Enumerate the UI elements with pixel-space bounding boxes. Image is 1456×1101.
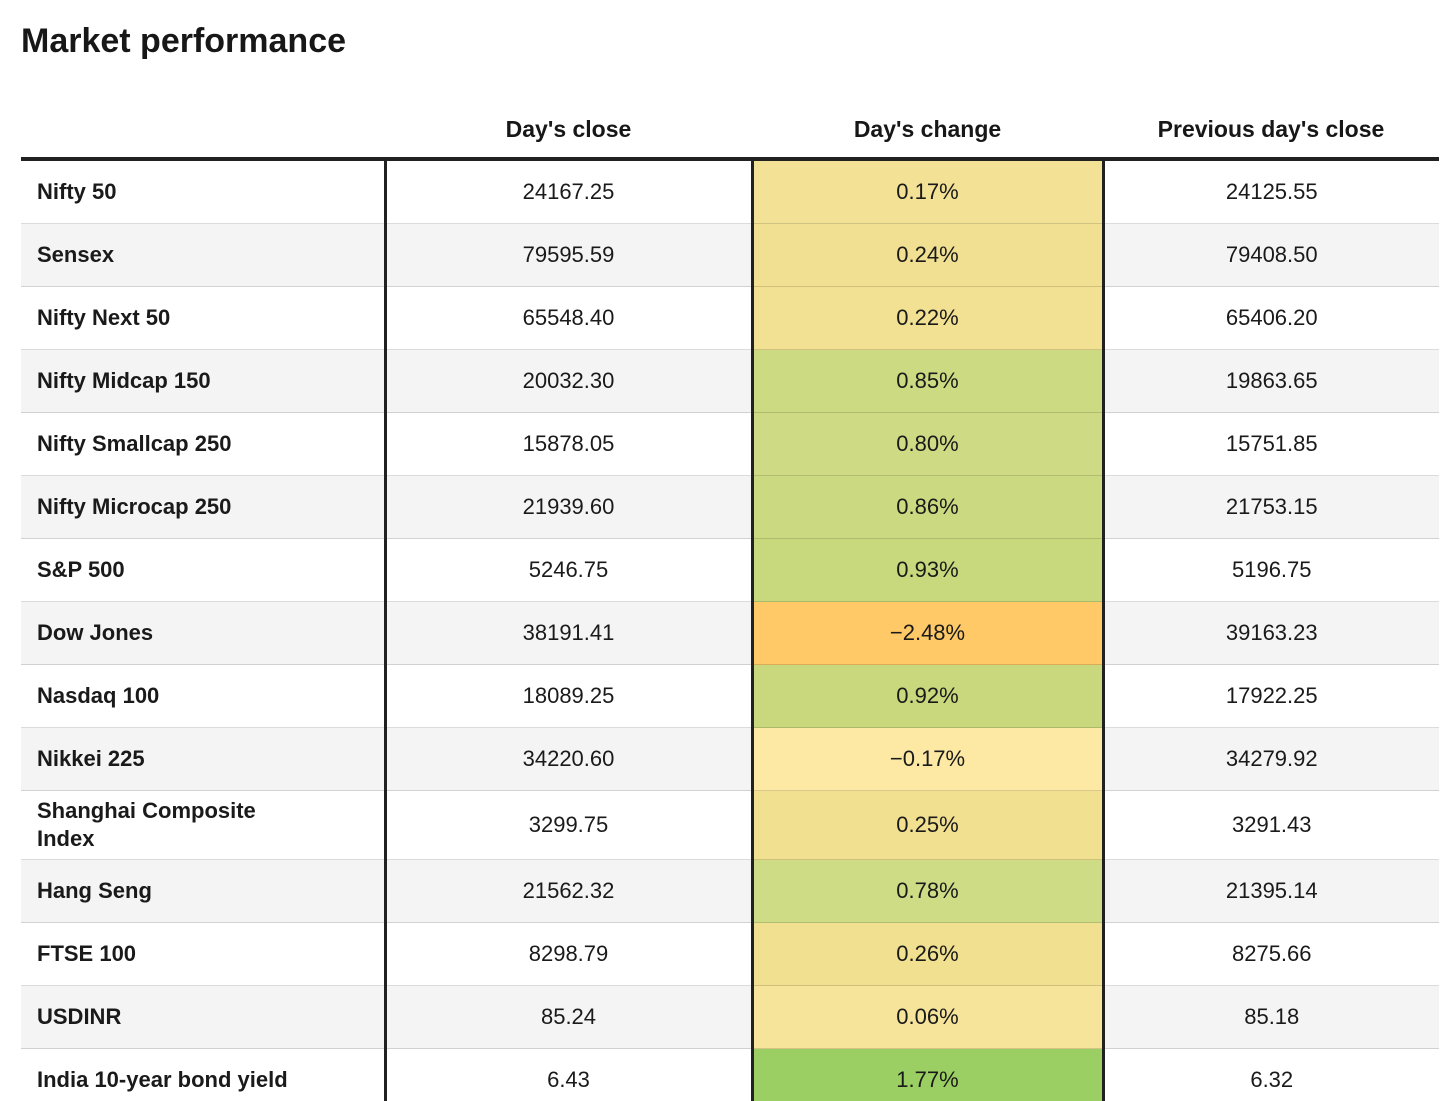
- row-label: Nikkei 225: [21, 727, 387, 791]
- row-label: Dow Jones: [21, 601, 387, 665]
- previous-days-close-cell: 6.32: [1103, 1048, 1439, 1101]
- previous-days-close-cell: 65406.20: [1103, 286, 1439, 350]
- days-change-cell: 0.78%: [750, 859, 1105, 923]
- row-label-text: Nifty Midcap 150: [37, 368, 211, 393]
- row-label: Nifty Midcap 150: [21, 349, 387, 413]
- days-close-cell: 85.24: [385, 985, 752, 1049]
- previous-days-close-cell: 15751.85: [1103, 412, 1439, 476]
- row-label: Nifty Smallcap 250: [21, 412, 387, 476]
- row-label-text: Nifty Microcap 250: [37, 494, 232, 519]
- table-row: Hang Seng 21562.32 0.78% 21395.14: [21, 859, 1439, 923]
- table-row: Nifty Midcap 150 20032.30 0.85% 19863.65: [21, 349, 1439, 413]
- column-header-previous-days-close: Previous day's close: [1103, 116, 1439, 161]
- row-label-text: FTSE 100: [37, 941, 137, 966]
- previous-days-close-cell: 34279.92: [1103, 727, 1439, 791]
- page-title: Market performance: [21, 22, 347, 60]
- row-label: Nifty 50: [21, 159, 387, 224]
- days-change-cell: 0.26%: [750, 922, 1105, 986]
- previous-days-close-cell: 5196.75: [1103, 538, 1439, 602]
- table-row: Nifty Next 50 65548.40 0.22% 65406.20: [21, 286, 1439, 350]
- row-label: Sensex: [21, 223, 387, 287]
- table-row: Nifty Microcap 250 21939.60 0.86% 21753.15: [21, 475, 1439, 539]
- row-label: Hang Seng: [21, 859, 387, 923]
- days-close-cell: 34220.60: [385, 727, 752, 791]
- row-label-text: S&P 500: [37, 557, 125, 582]
- table-row: USDINR 85.24 0.06% 85.18: [21, 985, 1439, 1049]
- table-row: Nifty 50 24167.25 0.17% 24125.55: [21, 159, 1439, 224]
- row-label-text: Nikkei 225: [37, 746, 145, 771]
- previous-days-close-cell: 3291.43: [1103, 790, 1439, 860]
- column-header-days-close: Day's close: [385, 116, 752, 161]
- row-label-text: India 10-year bond yield: [37, 1067, 288, 1092]
- previous-days-close-cell: 21753.15: [1103, 475, 1439, 539]
- previous-days-close-cell: 39163.23: [1103, 601, 1439, 665]
- days-change-cell: 0.85%: [750, 349, 1105, 413]
- row-label-text: Shanghai Composite Index: [37, 798, 256, 851]
- market-performance-table: Day's close Day's change Previous day's …: [21, 116, 1439, 1101]
- row-label-text: Nifty Next 50: [37, 305, 171, 330]
- days-close-cell: 5246.75: [385, 538, 752, 602]
- previous-days-close-cell: 17922.25: [1103, 664, 1439, 728]
- days-close-cell: 15878.05: [385, 412, 752, 476]
- days-change-cell: 0.86%: [750, 475, 1105, 539]
- previous-days-close-cell: 19863.65: [1103, 349, 1439, 413]
- table-row: FTSE 100 8298.79 0.26% 8275.66: [21, 922, 1439, 986]
- days-close-cell: 18089.25: [385, 664, 752, 728]
- days-close-cell: 20032.30: [385, 349, 752, 413]
- row-label-text: Sensex: [37, 242, 115, 267]
- days-change-cell: 0.17%: [750, 159, 1105, 224]
- table-row: Shanghai Composite Index 3299.75 0.25% 3291…: [21, 790, 1439, 860]
- table-row: Nasdaq 100 18089.25 0.92% 17922.25: [21, 664, 1439, 728]
- row-label: S&P 500: [21, 538, 387, 602]
- days-change-cell: 0.06%: [750, 985, 1105, 1049]
- row-label-text: Nasdaq 100: [37, 683, 160, 708]
- header-row: Day's close Day's change Previous day's …: [21, 116, 1439, 161]
- days-change-cell: 0.92%: [750, 664, 1105, 728]
- days-change-cell: 0.93%: [750, 538, 1105, 602]
- days-close-cell: 79595.59: [385, 223, 752, 287]
- days-close-cell: 65548.40: [385, 286, 752, 350]
- row-label-text: Nifty 50: [37, 179, 117, 204]
- days-change-cell: 0.22%: [750, 286, 1105, 350]
- row-label: Shanghai Composite Index: [21, 790, 387, 860]
- table-row: Nifty Smallcap 250 15878.05 0.80% 15751.85: [21, 412, 1439, 476]
- table-row: Nikkei 225 34220.60 −0.17% 34279.92: [21, 727, 1439, 791]
- row-label-text: Nifty Smallcap 250: [37, 431, 232, 456]
- row-label-text: Hang Seng: [37, 878, 152, 903]
- column-header-blank: [21, 116, 385, 161]
- days-close-cell: 24167.25: [522, 179, 615, 204]
- days-change-cell: 0.24%: [750, 223, 1105, 287]
- row-label: Nifty Microcap 250: [21, 475, 387, 539]
- days-close-cell: 21562.32: [385, 859, 752, 923]
- row-label: Nifty Next 50: [21, 286, 387, 350]
- row-label-text: USDINR: [37, 1004, 122, 1029]
- previous-days-close-cell: 79408.50: [1103, 223, 1439, 287]
- days-close-cell: 6.43: [385, 1048, 752, 1101]
- days-change-cell: −0.17%: [750, 727, 1105, 791]
- days-change-cell: 0.25%: [750, 790, 1105, 860]
- previous-days-close-cell: 85.18: [1103, 985, 1439, 1049]
- days-change-cell: 1.77%: [750, 1048, 1105, 1101]
- previous-days-close-cell: 8275.66: [1103, 922, 1439, 986]
- days-close-cell: 38191.41: [385, 601, 752, 665]
- table-row: S&P 500 5246.75 0.93% 5196.75: [21, 538, 1439, 602]
- days-close-cell: 21939.60: [385, 475, 752, 539]
- row-label-text: Dow Jones: [37, 620, 154, 645]
- column-header-days-change: Day's change: [752, 116, 1103, 161]
- row-label: India 10-year bond yield: [21, 1048, 387, 1101]
- previous-days-close-cell: 24125.55: [1225, 179, 1318, 204]
- days-change-cell: 0.80%: [750, 412, 1105, 476]
- table-row: India 10-year bond yield 6.43 1.77% 6.32: [21, 1048, 1439, 1101]
- table-row: Dow Jones 38191.41 −2.48% 39163.23: [21, 601, 1439, 665]
- row-label: Nasdaq 100: [21, 664, 387, 728]
- row-label: USDINR: [21, 985, 387, 1049]
- row-label: FTSE 100: [21, 922, 387, 986]
- days-change-cell: −2.48%: [750, 601, 1105, 665]
- table-row: Sensex 79595.59 0.24% 79408.50: [21, 223, 1439, 287]
- days-close-cell: 3299.75: [385, 790, 752, 860]
- days-close-cell: 8298.79: [385, 922, 752, 986]
- previous-days-close-cell: 21395.14: [1103, 859, 1439, 923]
